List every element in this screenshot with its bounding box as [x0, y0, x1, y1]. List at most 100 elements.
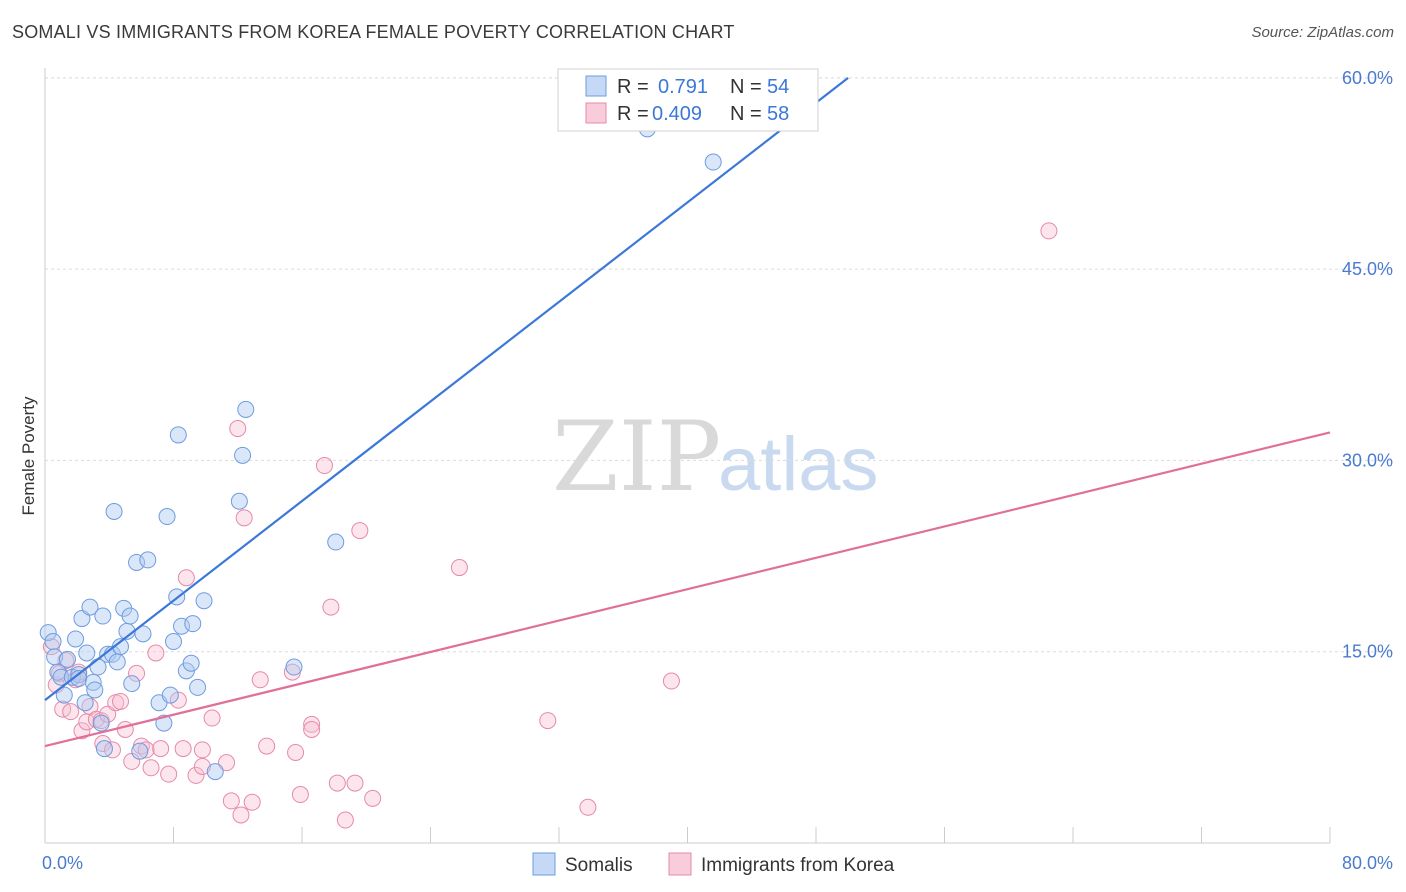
- somalis-point-24: [108, 653, 126, 671]
- somalis-point-43: [182, 654, 200, 672]
- korea-point-53: [364, 789, 382, 807]
- somalis-point-28: [121, 607, 139, 625]
- somalis-point-13: [78, 644, 96, 662]
- korea-point-33: [203, 709, 221, 727]
- korea-point-41: [258, 737, 276, 755]
- korea-point-18: [116, 721, 134, 739]
- somalis-point-36: [158, 508, 176, 526]
- korea-point-5: [62, 703, 80, 721]
- somalis-point-52: [327, 533, 345, 551]
- korea-point-27: [169, 691, 187, 709]
- watermark-atlas: atlas: [718, 422, 879, 507]
- somalis-point-41: [173, 617, 191, 635]
- x-tick-label-1: 80.0%: [1342, 853, 1393, 873]
- legend-r-label-korea: R =: [617, 103, 649, 125]
- somalis-point-23: [105, 502, 123, 520]
- bottom-legend: Somalis Immigrants from Korea: [532, 852, 895, 876]
- korea-point-34: [218, 754, 236, 772]
- somalis-point-46: [195, 592, 213, 610]
- legend-n-label-somalis: N =: [730, 76, 762, 98]
- legend-r-value-korea: 0.409: [652, 103, 702, 125]
- y-tick-labels: 15.0% 30.0% 45.0% 60.0%: [1342, 68, 1393, 662]
- legend-n-value-somalis: 54: [767, 76, 789, 98]
- korea-point-51: [346, 774, 364, 792]
- somalis-point-54: [704, 153, 722, 171]
- y-tick-label-1: 30.0%: [1342, 450, 1393, 470]
- x-tick-label-0: 0.0%: [42, 853, 83, 873]
- somalis-point-48: [230, 492, 248, 510]
- series-korea-points: [42, 222, 1058, 829]
- somalis-point-49: [234, 446, 252, 464]
- somalis-point-45: [189, 678, 207, 696]
- somalis-point-30: [128, 553, 146, 571]
- somalis-point-19: [94, 607, 112, 625]
- korea-point-38: [235, 509, 253, 527]
- korea-point-45: [303, 715, 321, 733]
- axes: [44, 68, 1331, 844]
- korea-point-32: [193, 741, 211, 759]
- somalis-point-5: [55, 686, 73, 704]
- korea-point-55: [539, 712, 557, 730]
- korea-point-44: [291, 786, 309, 804]
- somalis-point-1: [44, 633, 62, 651]
- chart-title: SOMALI VS IMMIGRANTS FROM KOREA FEMALE P…: [12, 22, 735, 42]
- y-axis-label: Female Poverty: [19, 396, 38, 516]
- korea-point-39: [243, 793, 261, 811]
- korea-point-37: [232, 806, 250, 824]
- somalis-point-18: [92, 714, 110, 732]
- somalis-point-0: [39, 624, 57, 642]
- legend-swatch-somalis: [585, 75, 607, 97]
- somalis-point-51: [285, 658, 303, 676]
- korea-point-22: [137, 741, 155, 759]
- y-tick-label-3: 60.0%: [1342, 68, 1393, 88]
- somalis-point-37: [161, 686, 179, 704]
- legend-r-label-somalis: R =: [617, 76, 649, 98]
- korea-point-30: [187, 766, 205, 784]
- bottom-legend-label-korea: Immigrants from Korea: [701, 855, 895, 876]
- y-tick-label-2: 45.0%: [1342, 259, 1393, 279]
- somalis-point-14: [81, 598, 99, 616]
- bottom-legend-swatch-somalis: [532, 852, 556, 876]
- korea-point-23: [142, 759, 160, 777]
- korea-point-26: [160, 765, 178, 783]
- korea-point-20: [128, 664, 146, 682]
- somalis-point-10: [70, 669, 88, 687]
- korea-point-8: [73, 722, 91, 740]
- watermark-zip: ZIP: [552, 401, 721, 513]
- korea-point-50: [336, 811, 354, 829]
- somalis-point-40: [169, 426, 187, 444]
- legend-r-value-somalis: 0.791: [658, 76, 708, 98]
- bottom-legend-label-somalis: Somalis: [565, 855, 633, 876]
- korea-point-40: [251, 671, 269, 689]
- somalis-point-50: [237, 400, 255, 418]
- korea-point-36: [229, 420, 247, 438]
- source-credit: Source: ZipAtlas.com: [1251, 24, 1394, 41]
- korea-point-58: [1040, 222, 1058, 240]
- somalis-point-12: [76, 694, 94, 712]
- x-tick-labels: 0.0% 80.0%: [42, 853, 1393, 873]
- somalis-point-31: [131, 742, 149, 760]
- somalis-trendline: [44, 77, 849, 702]
- korea-point-29: [177, 569, 195, 587]
- legend: R = 0.791 N = 54 R = 0.409 N = 58: [557, 68, 819, 132]
- korea-point-25: [152, 740, 170, 758]
- series-somalis-points: [39, 120, 722, 781]
- korea-trendline: [44, 431, 1331, 748]
- korea-point-31: [193, 757, 211, 775]
- bottom-legend-swatch-korea: [668, 852, 692, 876]
- somalis-point-38: [165, 633, 182, 651]
- korea-point-28: [174, 740, 192, 758]
- somalis-point-20: [95, 740, 113, 758]
- somalis-point-47: [206, 763, 224, 781]
- korea-point-43: [287, 743, 305, 761]
- trendlines: [44, 77, 1331, 748]
- korea-point-17: [111, 692, 129, 710]
- legend-swatch-korea: [585, 102, 607, 124]
- somalis-point-6: [58, 650, 76, 668]
- korea-point-52: [351, 522, 369, 540]
- y-tick-label-0: 15.0%: [1342, 642, 1393, 662]
- korea-point-24: [147, 644, 165, 662]
- somalis-point-29: [123, 675, 141, 693]
- korea-point-56: [579, 798, 597, 816]
